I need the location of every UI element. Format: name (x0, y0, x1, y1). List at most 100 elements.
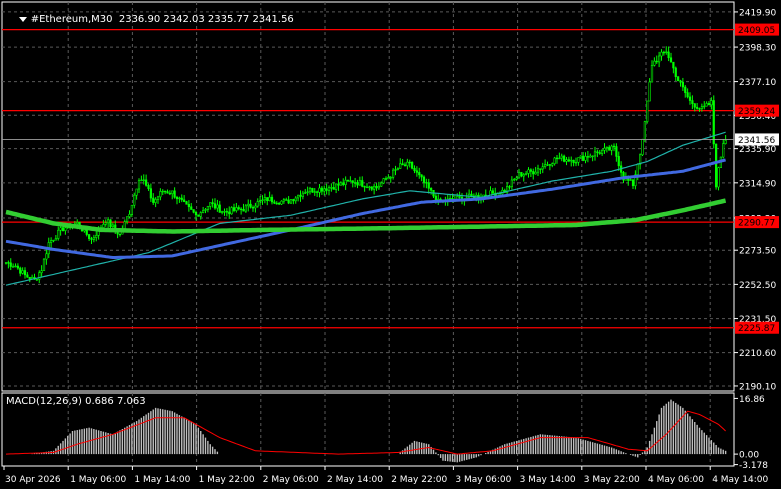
candle-body (294, 197, 297, 202)
candle-body (513, 179, 516, 181)
candle-body (641, 138, 644, 156)
candle-body (596, 151, 599, 153)
candle-body (61, 227, 65, 232)
candle-body (615, 146, 618, 157)
price-tick-label: 2356.40 (739, 112, 776, 122)
dropdown-arrow-icon[interactable] (18, 16, 27, 22)
candle-body (175, 196, 179, 200)
candle-body (403, 164, 407, 167)
candle-body (536, 168, 540, 173)
candle-body (325, 188, 328, 191)
level-price-label: 2409.05 (738, 26, 775, 36)
candle-body (9, 262, 12, 267)
candle-body (254, 205, 257, 209)
candle-body (653, 60, 656, 66)
candle-body (351, 180, 354, 183)
candle-body (261, 199, 264, 201)
candle-body (297, 194, 300, 199)
candle-body (380, 182, 383, 187)
candle-body (92, 237, 95, 240)
candle-body (240, 208, 243, 211)
candle-body (349, 180, 352, 182)
candle-body (323, 188, 326, 192)
candle-body (242, 209, 245, 212)
candle-body (133, 194, 136, 206)
candle-body (660, 51, 663, 57)
candle-body (382, 178, 385, 184)
candle-body (232, 207, 236, 211)
time-tick-label: 2 May 22:00 (391, 475, 447, 485)
current-price-tag (735, 133, 779, 146)
candle-body (130, 204, 133, 215)
level-price-tag (735, 23, 779, 36)
candle-body (187, 204, 190, 208)
price-tick-label: 2377.10 (739, 78, 776, 88)
candle-body (57, 229, 60, 239)
candle-body (375, 185, 378, 189)
candle-body (544, 164, 547, 168)
candle-body (617, 156, 620, 167)
candle-body (21, 270, 24, 274)
candle-body (358, 180, 361, 186)
candle-body (90, 238, 93, 240)
candle-body (546, 164, 549, 166)
ohlc-values: 2336.90 2342.03 2335.77 2341.56 (118, 14, 294, 25)
candle-body (19, 267, 22, 274)
macd-label: MACD(12,26,9) (6, 396, 82, 407)
time-tick-label: 3 May 22:00 (584, 475, 640, 485)
candle-body (313, 191, 316, 193)
candle-body (339, 182, 342, 186)
candle-body (161, 190, 164, 193)
candle-body (199, 212, 202, 217)
macd-tick-label: 0.00 (739, 451, 759, 461)
candle-body (135, 188, 138, 196)
candle-body (698, 108, 701, 110)
candle-body (52, 239, 55, 242)
candle-body (418, 172, 421, 176)
candle-body (327, 187, 331, 191)
candle-body (273, 201, 276, 204)
candle-body (674, 67, 677, 78)
candle-body (164, 190, 167, 193)
candle-body (658, 55, 661, 63)
macd-values: 0.686 7.063 (85, 396, 146, 407)
price-tick-label: 2314.90 (739, 179, 776, 189)
macd-tick-label: 16.86 (739, 395, 765, 405)
candle-body (705, 103, 708, 107)
candle-body (601, 150, 604, 154)
candle-body (247, 203, 250, 207)
candle-body (669, 57, 673, 63)
candle-body (567, 159, 570, 162)
candle-body (430, 187, 433, 191)
candle-body (270, 196, 274, 203)
time-tick-label: 3 May 06:00 (455, 475, 511, 485)
candle-body (541, 166, 544, 170)
macd-header: MACD(12,26,9) 0.686 7.063 (6, 396, 146, 407)
candle-body (605, 146, 608, 149)
price-tick-label: 2419.90 (739, 8, 776, 18)
candle-body (370, 186, 373, 190)
time-tick-label: 2 May 14:00 (327, 475, 383, 485)
candle-body (377, 185, 380, 189)
candle-body (26, 274, 29, 278)
candle-body (337, 183, 340, 186)
candle-body (14, 265, 17, 268)
candle-body (142, 179, 145, 181)
candle-body (389, 177, 392, 179)
candle-body (280, 200, 283, 205)
candle-body (332, 187, 335, 190)
candle-body (268, 196, 271, 202)
candle-body (354, 182, 357, 184)
candle-body (387, 177, 390, 180)
candle-body (684, 86, 687, 93)
candle-body (586, 156, 589, 158)
time-tick-label: 4 May 06:00 (648, 475, 704, 485)
candle-body (154, 199, 157, 203)
candle-body (311, 187, 314, 193)
candle-body (636, 163, 639, 175)
candle-body (137, 180, 141, 190)
candle-body (223, 211, 226, 213)
level-price-label: 2290.77 (738, 219, 775, 229)
candle-body (140, 179, 143, 182)
